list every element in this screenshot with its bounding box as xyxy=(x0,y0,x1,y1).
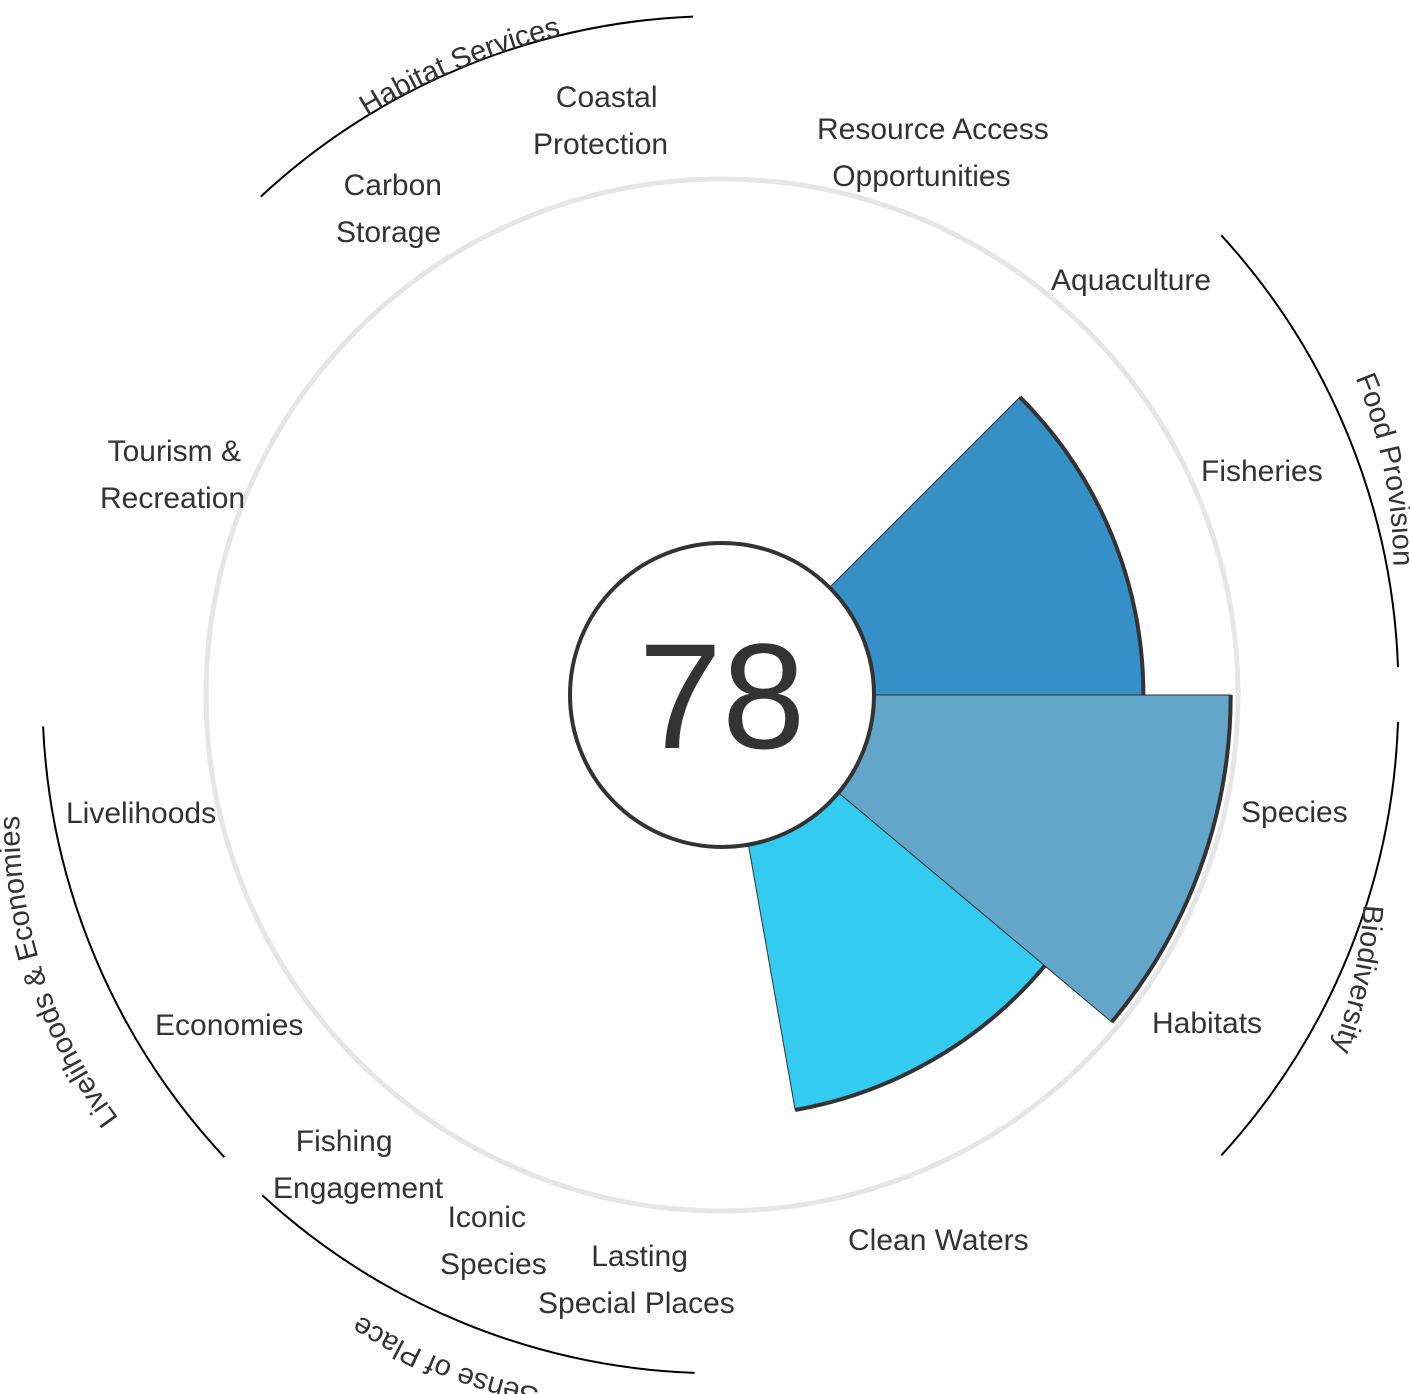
petals xyxy=(747,395,1233,1112)
goal-label-coastal-protection-line-1: Coastal xyxy=(556,81,658,114)
habitat-services-arc xyxy=(260,15,694,198)
goal-label-iconic-species-line-2: Species xyxy=(440,1248,547,1281)
sense-of-place-arc xyxy=(261,1194,695,1374)
goal-label-lasting-special-places-line-1: Lasting xyxy=(591,1240,688,1273)
outer-ring xyxy=(203,176,1241,1214)
group-label-livelihoods-economies: Livelihoods & Economies xyxy=(0,816,124,1133)
biodiversity-arc xyxy=(1220,721,1399,1157)
goal-label-coastal-protection-line-2: Protection xyxy=(533,128,668,161)
goal-label-carbon-storage-line-2: Storage xyxy=(336,216,441,249)
goal-label-aquaculture-line-1: Aquaculture xyxy=(1051,264,1211,297)
goal-label-livelihoods-line-1: Livelihoods xyxy=(66,797,216,830)
goal-label-tourism-recreation-line-1: Tourism & xyxy=(108,435,241,468)
goal-label-species-line-1: Species xyxy=(1241,796,1348,829)
goal-label-iconic-species-line-1: Iconic xyxy=(448,1201,526,1234)
petal-edge-fisheries xyxy=(1018,395,1146,696)
goal-label-habitats-line-1: Habitats xyxy=(1152,1007,1262,1040)
goal-label-lasting-special-places-line-2: Special Places xyxy=(538,1287,735,1320)
score-circle xyxy=(568,541,876,849)
goal-label-fishing-engagement-line-2: Engagement xyxy=(273,1172,444,1205)
goal-label-clean-waters-line-1: Clean Waters xyxy=(848,1224,1029,1257)
overall-score: 78 xyxy=(639,612,806,780)
goal-label-carbon-storage-line-1: Carbon xyxy=(344,169,442,202)
group-label-sense-of-place: Sense of Place xyxy=(347,1309,542,1394)
group-label-food-provision: Food Provision xyxy=(1349,369,1410,567)
goal-labels: Resource Access Opportunities Aquaculture F… xyxy=(66,81,1348,1320)
group-label-biodiversity: Biodiversity xyxy=(1326,904,1388,1058)
goal-label-resource-access-opportunities-line-2: Opportunities xyxy=(832,160,1010,193)
petal-edge-habitats xyxy=(794,964,1047,1112)
group-label-habitat-services: Habitat Services xyxy=(354,11,563,122)
group-arcs xyxy=(42,15,1399,1374)
goal-label-tourism-recreation-line-2: Recreation xyxy=(100,482,245,515)
livelihoods-economies-arc xyxy=(42,726,226,1158)
food-provision-arc xyxy=(1220,234,1399,668)
goal-label-economies-line-1: Economies xyxy=(155,1009,303,1042)
petal-edge-species xyxy=(1110,694,1233,1024)
petal-fisheries xyxy=(828,396,1144,696)
goal-label-resource-access-opportunities-line-1: Resource Access xyxy=(817,113,1049,146)
goal-label-fisheries-line-1: Fisheries xyxy=(1201,455,1323,488)
goal-label-fishing-engagement-line-1: Fishing xyxy=(296,1125,393,1158)
